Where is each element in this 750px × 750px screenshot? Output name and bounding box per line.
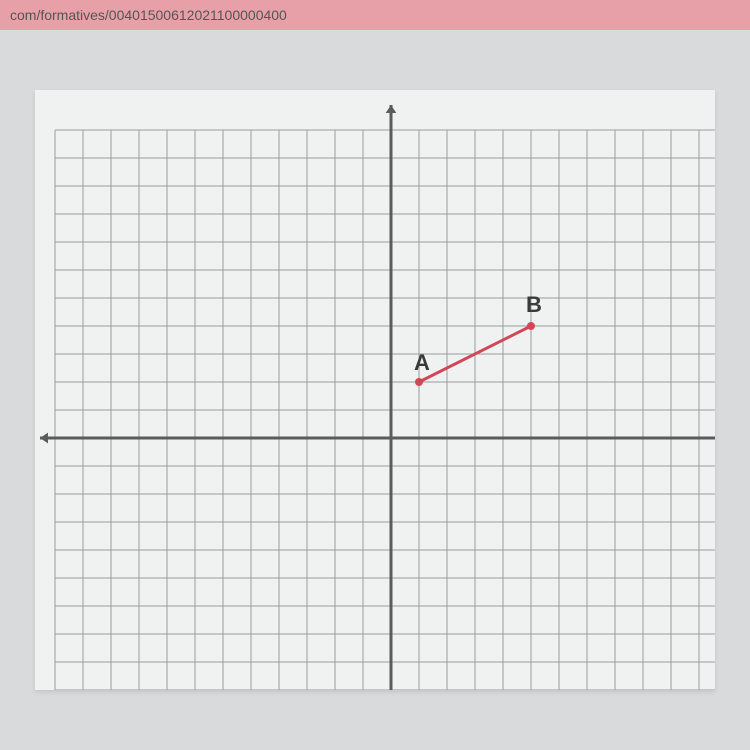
content-area: AB: [0, 30, 750, 750]
point-label-b: B: [526, 292, 542, 317]
coordinate-graph: AB: [35, 90, 715, 690]
graph-paper: AB: [35, 90, 715, 690]
url-bar: com/formatives/00401500612021100000400: [0, 0, 750, 30]
point-label-a: A: [414, 350, 430, 375]
url-text: com/formatives/00401500612021100000400: [10, 7, 287, 23]
